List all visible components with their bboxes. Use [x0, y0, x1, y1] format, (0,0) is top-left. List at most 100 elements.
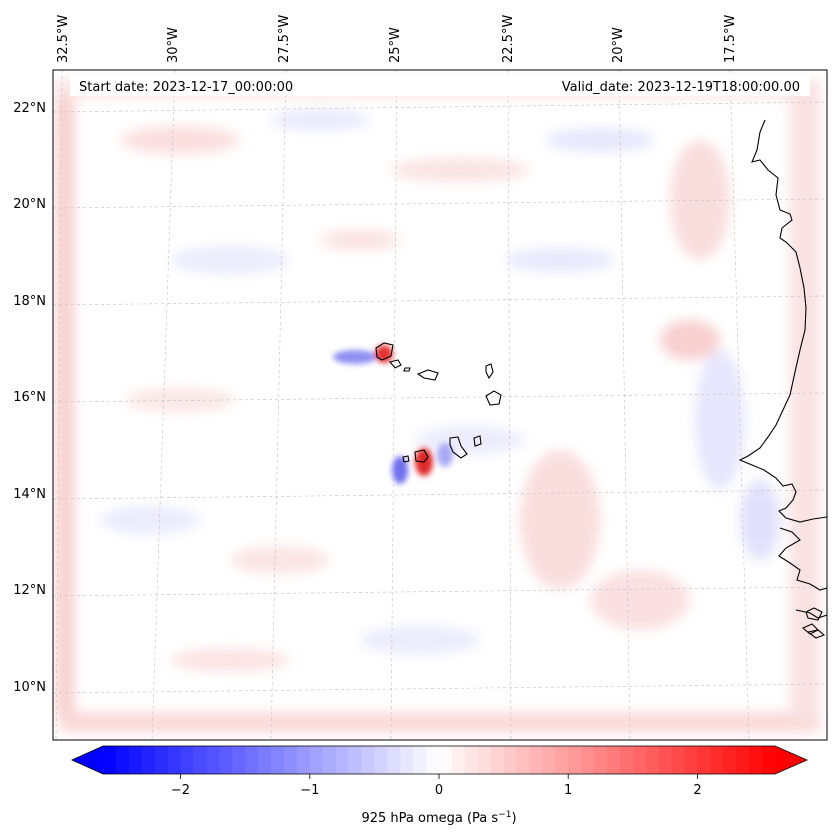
colorbar-cell [594, 746, 608, 774]
colorbar-label: 925 hPa omega (Pa s−1) [361, 810, 516, 826]
colorbar-cell [258, 746, 272, 774]
colorbar-cell [335, 746, 350, 774]
graticule [53, 70, 827, 740]
colorbar-cell [477, 746, 492, 774]
colorbar-tick-label: 2 [693, 783, 701, 798]
gambia-guinea-coast [778, 527, 827, 591]
colorbar-cell [671, 746, 686, 774]
colorbar-cell [529, 746, 543, 774]
colorbar-label-close: ) [511, 811, 516, 826]
colorbar-cell [516, 746, 530, 774]
colorbar-cell [464, 746, 479, 774]
colorbar-tick-label: −2 [171, 783, 190, 798]
colorbar-cell [374, 746, 388, 774]
colorbar-cell [736, 746, 750, 774]
lon-label: 22.5°W [501, 15, 516, 63]
island-fogo [414, 449, 429, 463]
colorbar-cell [309, 746, 324, 774]
colorbar-cell [128, 746, 143, 774]
coastlines [375, 119, 827, 639]
longitude-labels: 32.5°W 30°W 27.5°W 25°W 22.5°W 20°W 17.5… [56, 15, 738, 63]
island-sao-vicente [389, 359, 402, 369]
colorbar-cell [296, 746, 311, 774]
gridline-lon [55, 70, 63, 740]
start-date-text: Start date: 2023-12-17_00:00:00 [79, 80, 293, 95]
island-santa-luzia [403, 367, 411, 372]
header-strip [70, 75, 810, 96]
colorbar-cell [141, 746, 156, 774]
colorbar-cell [115, 746, 130, 774]
colorbar-cell [503, 746, 518, 774]
colorbar-cell [206, 746, 220, 774]
island-santiago [449, 436, 468, 459]
lat-label: 20°N [13, 197, 46, 212]
colorbar-cell [219, 746, 233, 774]
colorbar-tick-label: 1 [564, 783, 572, 798]
colorbar-label-main: 925 hPa omega (Pa s [361, 811, 498, 826]
omega-field [56, 80, 820, 732]
lat-label: 14°N [13, 487, 46, 502]
africa-coastline [738, 119, 827, 523]
colorbar-cell [645, 746, 660, 774]
colorbar-cell [749, 746, 763, 774]
colorbar-cell [193, 746, 207, 774]
colorbar-tick-label: −1 [300, 783, 319, 798]
island-bissagos-2 [806, 629, 826, 639]
colorbar-cell [167, 746, 182, 774]
lon-label: 27.5°W [277, 15, 292, 63]
gridline-lon [507, 70, 512, 740]
colorbar-cell [322, 746, 337, 774]
colorbar-cell [490, 746, 505, 774]
colorbar-outline [71, 745, 808, 775]
colorbar-cell [245, 746, 259, 774]
island-sao-nicolau [416, 369, 439, 381]
colorbar-cell [232, 746, 246, 774]
lat-label: 12°N [13, 583, 46, 598]
island-sal [485, 363, 494, 380]
west-boundary-band [56, 80, 74, 720]
colorbar-cell [271, 746, 285, 774]
colorbar-extend-high [775, 746, 807, 774]
island-santo-antao [375, 342, 394, 361]
colorbar-ticks: −2 −1 0 1 2 [171, 774, 702, 798]
east-boundary-band [790, 80, 820, 720]
lon-label: 30°W [166, 27, 181, 63]
colorbar-cell [413, 746, 427, 774]
bissagos-coast [795, 609, 827, 619]
island-boa-vista [485, 390, 502, 406]
colorbar-cell [555, 746, 569, 774]
lat-label: 18°N [13, 294, 46, 309]
dipole-neg-south [392, 456, 408, 484]
colorbar-cell [361, 746, 375, 774]
colorbar-cell [684, 746, 698, 774]
dipole-neg-north [333, 350, 377, 364]
lon-label: 25°W [388, 27, 403, 63]
colorbar-cell [581, 746, 595, 774]
colorbar-cell [607, 746, 621, 774]
colorbar-cell [426, 746, 440, 774]
colorbar-extend-low [72, 746, 103, 774]
map-panel: Start date: 2023-12-17_00:00:00 Valid_da… [52, 69, 828, 741]
lat-label: 22°N [13, 101, 46, 116]
colorbar-cell [400, 746, 414, 774]
colorbar-cell [723, 746, 737, 774]
colorbar-cell [283, 746, 298, 774]
latitude-labels: 22°N 20°N 18°N 16°N 14°N 12°N 10°N [13, 101, 46, 695]
gridline-lon [270, 70, 287, 740]
colorbar: −2 −1 0 1 2 925 hPa omega (Pa s−1) [71, 745, 808, 826]
colorbar-cell [697, 746, 711, 774]
south-boundary-band [60, 712, 820, 732]
colorbar-cell [632, 746, 647, 774]
colorbar-cell [710, 746, 724, 774]
gridline-lon [618, 70, 631, 740]
colorbar-cell [103, 746, 117, 774]
colorbar-cell [348, 746, 362, 774]
map-frame [52, 69, 828, 741]
colorbar-cell [762, 746, 776, 774]
lat-label: 10°N [13, 680, 46, 695]
colorbar-cell [180, 746, 194, 774]
lon-label: 20°W [611, 27, 626, 63]
lon-label: 17.5°W [723, 15, 738, 63]
lat-label: 16°N [13, 390, 46, 405]
